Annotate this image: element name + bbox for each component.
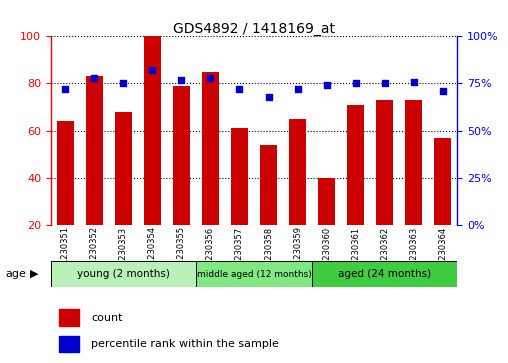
Point — [148, 68, 156, 73]
Point — [352, 81, 360, 86]
Text: middle aged (12 months): middle aged (12 months) — [197, 270, 311, 278]
Point — [438, 88, 447, 94]
Bar — [51, 261, 196, 287]
Bar — [289, 119, 306, 225]
Bar — [231, 128, 248, 225]
Point — [380, 81, 389, 86]
Bar — [59, 309, 79, 326]
Bar — [260, 145, 277, 225]
Bar — [318, 178, 335, 225]
Text: ▶: ▶ — [29, 269, 38, 279]
Text: percentile rank within the sample: percentile rank within the sample — [91, 339, 279, 349]
Bar — [173, 86, 190, 225]
Bar — [312, 261, 457, 287]
Bar — [56, 121, 74, 225]
Point — [323, 82, 331, 88]
Bar — [59, 336, 79, 352]
Bar — [347, 105, 364, 225]
Point — [409, 79, 418, 85]
Bar — [376, 100, 393, 225]
Bar — [144, 0, 161, 225]
Bar — [115, 112, 132, 225]
Text: aged (24 months): aged (24 months) — [338, 269, 431, 279]
Text: count: count — [91, 313, 123, 323]
Bar — [405, 100, 422, 225]
Point — [206, 75, 214, 81]
Bar — [434, 138, 452, 225]
Text: young (2 months): young (2 months) — [77, 269, 170, 279]
Point — [294, 86, 302, 92]
Text: GDS4892 / 1418169_at: GDS4892 / 1418169_at — [173, 22, 335, 36]
Point — [177, 77, 185, 83]
Point — [61, 86, 70, 92]
Point — [235, 86, 243, 92]
Point — [119, 81, 128, 86]
Point — [265, 94, 273, 99]
Bar — [202, 72, 219, 225]
Bar — [86, 76, 103, 225]
Point — [90, 75, 99, 81]
Bar — [196, 261, 312, 287]
Text: age: age — [5, 269, 26, 279]
